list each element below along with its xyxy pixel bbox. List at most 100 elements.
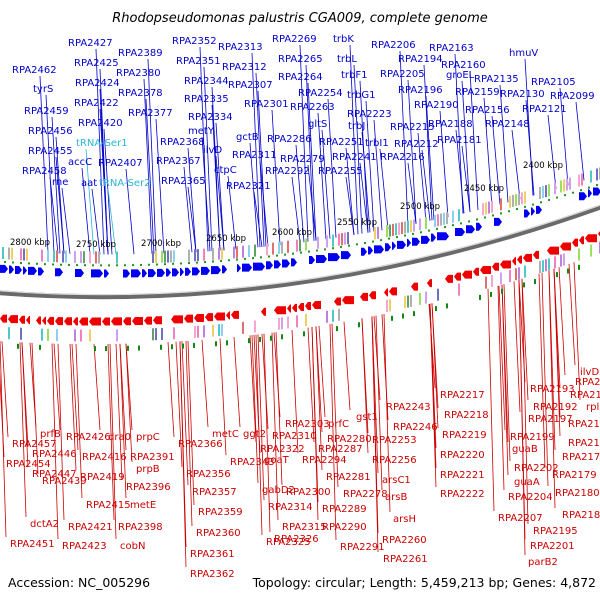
cog-bar (542, 260, 544, 273)
forward-connector-line (559, 87, 569, 186)
reverse-gene-arrow (445, 274, 453, 283)
reverse-gene-label: RPA2361 (190, 549, 235, 560)
reverse-connector-line (383, 314, 391, 513)
reverse-gene-label: RPA2310 (272, 431, 317, 442)
reverse-connector-line (487, 288, 495, 512)
reverse-connector-line (501, 284, 509, 476)
forward-connector-line (525, 99, 535, 196)
reverse-gene-label: RPA2291 (340, 542, 385, 553)
reverse-gene-label: gabD2 (262, 485, 295, 496)
reverse-connector-line (57, 343, 65, 521)
reverse-gene-label: RPA2260 (382, 535, 427, 546)
cog-bar (254, 320, 256, 333)
cog-bar (518, 193, 520, 206)
forward-gene-label: RPA2389 (118, 48, 163, 59)
forward-gene-label: RPA2156 (465, 105, 510, 116)
scale-tick (204, 261, 206, 264)
forward-gene-label: RPA2335 (184, 94, 229, 105)
reverse-connector-line (179, 341, 187, 568)
scale-tick (532, 203, 534, 206)
forward-gene-arrow (392, 241, 396, 250)
forward-gene-arrow (524, 209, 530, 218)
reverse-gene-label: RPA2366 (178, 439, 223, 450)
forward-connector-line (491, 115, 501, 205)
forward-connector-line (399, 50, 409, 226)
forward-gene-label: RPA2292 (265, 166, 310, 177)
reverse-gene-label: RPA2294 (302, 455, 347, 466)
forward-connector-line (45, 94, 55, 254)
forward-connector-line (55, 156, 65, 254)
scale-tick (100, 264, 102, 267)
forward-connector-line (257, 90, 267, 247)
cog-bar (296, 239, 298, 252)
reverse-gene-label: RPA2199 (510, 432, 555, 443)
scale-tick (236, 258, 238, 261)
forward-gene-label: RPA2105 (531, 77, 576, 88)
forward-gene-label: RPA2223 (347, 109, 392, 120)
reverse-connector-line (503, 284, 511, 462)
reverse-gene-label: RPA2356 (186, 469, 231, 480)
cog-bar (188, 249, 190, 262)
cog-bar (80, 251, 82, 264)
kbp-label: 2650 kbp (206, 234, 246, 244)
reverse-connector-line (431, 303, 439, 429)
scale-tick (156, 263, 158, 266)
cog-bar (419, 292, 421, 305)
cog-bar (155, 250, 157, 263)
reverse-gene-label: RPA2454 (6, 459, 51, 470)
forward-gene-label: RPA2427 (68, 38, 113, 49)
cog-bar (590, 244, 592, 257)
reverse-gene-arrow (523, 253, 532, 262)
reverse-gene-arrow (480, 265, 491, 274)
forward-gene-arrow (437, 232, 449, 241)
forward-connector-line (39, 75, 49, 253)
feature-tick (358, 322, 360, 328)
cog-bar (515, 194, 517, 207)
reverse-gene-label: RPA2421 (68, 522, 113, 533)
cog-bar (389, 299, 391, 312)
reverse-gene-arrow (560, 242, 571, 251)
forward-gene-arrow (28, 266, 37, 275)
scale-tick (324, 248, 326, 251)
scale-tick (148, 263, 150, 266)
cog-bar (317, 236, 319, 249)
reverse-gene-label: RPA2280 (327, 434, 372, 445)
feature-tick (534, 279, 536, 285)
cog-bar (41, 249, 43, 262)
cog-bar (446, 212, 448, 225)
forward-connector-line (421, 149, 431, 221)
forward-connector-line (201, 136, 211, 252)
scale-tick (524, 205, 526, 208)
cog-bar (524, 265, 526, 278)
scale-tick (508, 210, 510, 213)
reverse-strand-track (0, 231, 600, 326)
forward-gene-arrow (242, 263, 252, 272)
cog-bar (266, 243, 268, 256)
forward-connector-line (345, 147, 355, 236)
cog-bar (386, 299, 388, 312)
forward-gene-arrow (341, 251, 351, 260)
cog-bar (281, 317, 283, 330)
cog-bar (413, 219, 415, 232)
forward-connector-line (317, 112, 327, 240)
forward-gene-label: RPA2455 (28, 146, 73, 157)
forward-gene-arrow (75, 268, 84, 277)
cog-bar (203, 248, 205, 261)
feature-tick (479, 294, 481, 300)
forward-connector-line (145, 98, 155, 254)
forward-gene-arrow (9, 265, 14, 274)
reverse-connector-line (257, 334, 265, 501)
cog-bar (485, 202, 487, 215)
forward-connector-line (307, 82, 317, 241)
scale-tick (396, 236, 398, 239)
forward-connector-line (295, 144, 305, 243)
forward-gene-label: gltS (308, 119, 327, 130)
reverse-gene-label: RPA2184 (562, 510, 600, 521)
reverse-connector-line (93, 344, 101, 431)
forward-gene-label: RPA2099 (550, 91, 595, 102)
reverse-gene-label: RPA2180 (555, 488, 600, 499)
cog-bar (509, 269, 511, 282)
forward-connector-line (511, 129, 521, 200)
reverse-connector-line (75, 344, 83, 499)
reverse-gene-arrow (298, 303, 304, 312)
